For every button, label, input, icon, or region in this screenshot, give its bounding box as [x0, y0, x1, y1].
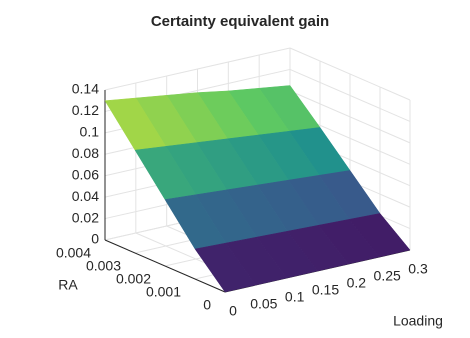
y-tick-label: 0.004 [56, 245, 91, 261]
z-tick-label: 0.1 [80, 124, 100, 140]
y-tick-label: 0.003 [86, 258, 121, 274]
x-tick-label: 0.05 [250, 296, 277, 312]
z-tick-label: 0.06 [72, 166, 99, 182]
y-tick-label: 0.002 [116, 271, 151, 287]
z-tick-label: 0.04 [72, 188, 99, 204]
z-tick-label: 0.02 [72, 209, 99, 225]
z-tick-label: 0.12 [72, 102, 99, 118]
x-tick-label: 0.25 [374, 268, 401, 284]
y-axis [104, 239, 226, 293]
x-tick-label: 0 [229, 303, 237, 319]
chart-title: Certainty equivalent gain [151, 13, 329, 30]
y-axis-label: RA [58, 277, 78, 293]
y-tick-label: 0.001 [146, 284, 181, 300]
x-tick-label: 0.15 [312, 282, 339, 298]
x-tick-label: 0.3 [408, 261, 428, 277]
z-tick-label: 0 [91, 231, 99, 247]
surface-patch [194, 242, 257, 293]
y-tick-label: 0 [203, 297, 211, 313]
z-tick-label: 0.14 [72, 81, 99, 97]
x-axis-label: Loading [393, 313, 443, 329]
z-tick-label: 0.08 [72, 145, 99, 161]
x-tick-label: 0.2 [347, 275, 367, 291]
x-tick-label: 0.1 [285, 289, 305, 305]
